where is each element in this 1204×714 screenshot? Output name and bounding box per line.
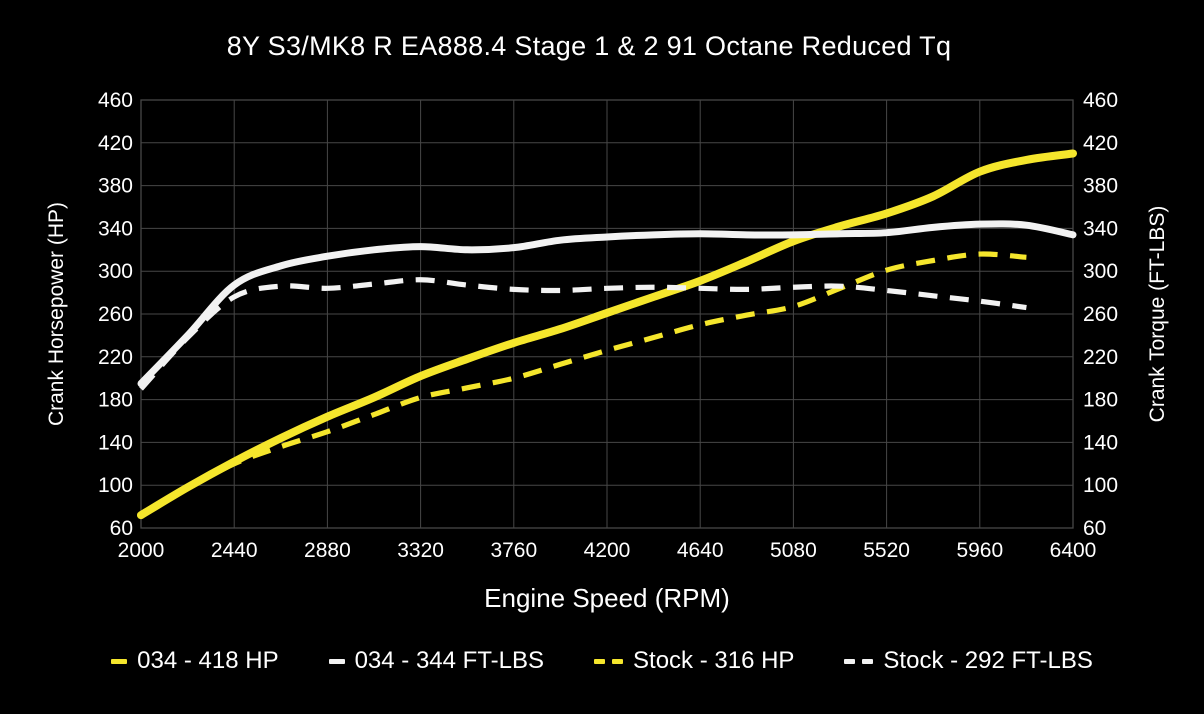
y-axis-tick-label-left: 460 [98, 89, 133, 112]
y-axis-tick-label-left: 380 [98, 175, 133, 198]
left-axis-title: Crank Horsepower (HP) [45, 201, 68, 427]
legend-label: 034 - 344 FT-LBS [354, 647, 545, 674]
legend-label: 034 - 418 HP [137, 647, 279, 674]
legend-marker-stock-hp-icon [594, 658, 624, 664]
curve-034-hp [137, 149, 1077, 520]
legend: 034 - 418 HP 034 - 344 FT-LBS Stock - 316 … [0, 647, 1204, 675]
y-axis-tick-label-left: 180 [98, 389, 133, 412]
y-axis-tick-label-left: 340 [98, 217, 133, 240]
x-axis-tick-label: 5960 [956, 539, 1003, 562]
legend-dash [612, 658, 624, 664]
legend-item-stock-tq: Stock - 292 FT-LBS [844, 647, 1093, 675]
legend-marker-stock-tq-icon [844, 658, 874, 664]
y-axis-tick-label-right: 220 [1083, 346, 1118, 369]
legend-marker-034-hp-icon [111, 658, 128, 664]
chart-title: 8Y S3/MK8 R EA888.4 Stage 1 & 2 91 Octan… [226, 31, 952, 61]
legend-item-stock-hp: Stock - 316 HP [594, 647, 794, 675]
x-axis-tick-label: 2000 [118, 539, 165, 562]
legend-item-034-hp: 034 - 418 HP [111, 647, 279, 675]
x-axis-tick-label: 4200 [584, 539, 631, 562]
y-axis-tick-label-left: 300 [98, 260, 133, 283]
y-axis-tick-label-right: 460 [1083, 89, 1118, 112]
x-axis-title: Engine Speed (RPM) [484, 583, 730, 613]
legend-dash [111, 658, 128, 664]
legend-dash [594, 658, 606, 664]
legend-marker-034-tq-icon [328, 658, 345, 664]
legend-dash [844, 658, 856, 664]
x-axis-tick-label: 5080 [770, 539, 817, 562]
x-axis-tick-label: 6400 [1050, 539, 1097, 562]
curve-034-tq [137, 220, 1077, 388]
y-axis-tick-label-right: 100 [1083, 474, 1118, 497]
y-axis-tick-label-left: 140 [98, 431, 133, 454]
y-axis-tick-label-left: 60 [110, 517, 133, 540]
curve-stock-tq [139, 277, 1027, 391]
y-axis-tick-label-right: 300 [1083, 260, 1118, 283]
legend-dash [328, 658, 345, 664]
x-axis-tick-label: 2880 [304, 539, 351, 562]
y-axis-tick-label-right: 420 [1083, 132, 1118, 155]
x-axis-tick-label: 4640 [677, 539, 724, 562]
y-axis-tick-label-left: 220 [98, 346, 133, 369]
y-axis-tick-label-right: 180 [1083, 389, 1118, 412]
y-axis-tick-label-right: 60 [1083, 517, 1106, 540]
curve-stock-hp [139, 251, 1027, 518]
legend-label: Stock - 292 FT-LBS [883, 647, 1093, 674]
y-axis-tick-label-left: 260 [98, 303, 133, 326]
y-axis-tick-label-left: 420 [98, 132, 133, 155]
legend-item-034-tq: 034 - 344 FT-LBS [328, 647, 545, 675]
x-axis-tick-label: 3760 [490, 539, 537, 562]
y-axis-tick-label-right: 340 [1083, 217, 1118, 240]
legend-dash [862, 658, 874, 664]
x-axis-tick-label: 3320 [397, 539, 444, 562]
plot-border [140, 99, 1074, 529]
y-axis-tick-label-left: 100 [98, 474, 133, 497]
right-axis-title: Crank Torque (FT-LBS) [1146, 205, 1169, 423]
legend-label: Stock - 316 HP [633, 647, 795, 674]
y-axis-tick-label-right: 380 [1083, 175, 1118, 198]
y-axis-tick-label-right: 140 [1083, 431, 1118, 454]
x-axis-tick-label: 5520 [863, 539, 910, 562]
x-axis-tick-label: 2440 [211, 539, 258, 562]
y-axis-tick-label-right: 260 [1083, 303, 1118, 326]
